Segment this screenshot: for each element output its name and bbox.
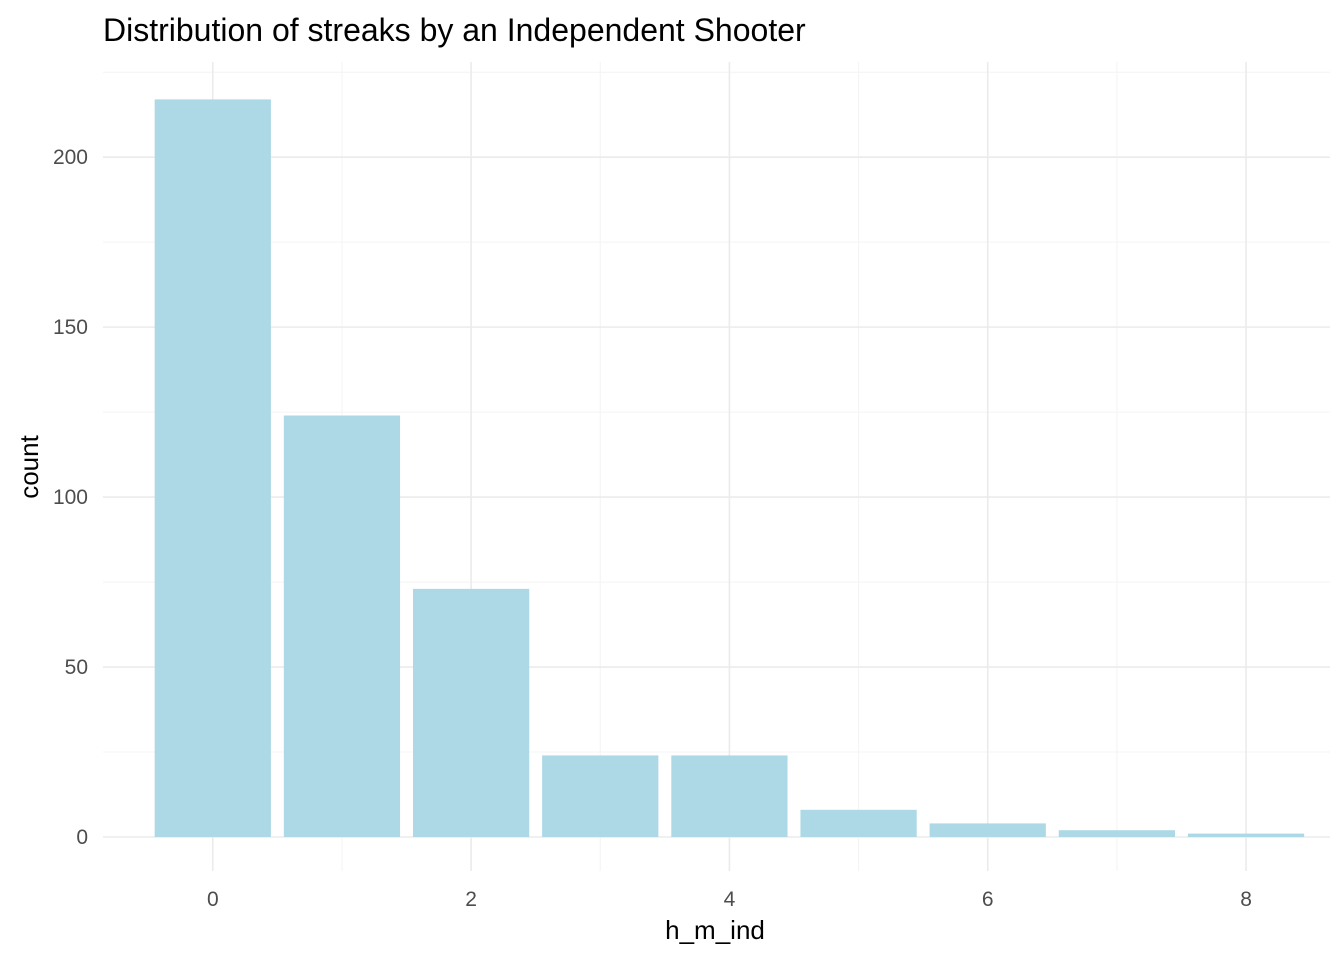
bar-2 <box>412 588 530 838</box>
x-tick-label: 8 <box>1240 888 1252 911</box>
bar-6 <box>929 823 1046 838</box>
x-tick-label: 6 <box>982 888 994 911</box>
bar-5 <box>800 809 917 838</box>
bar-8 <box>1187 833 1305 838</box>
bar-0 <box>154 99 271 838</box>
bar-1 <box>283 415 401 838</box>
y-axis-title: count <box>14 434 44 498</box>
chart-title: Distribution of streaks by an Independen… <box>103 12 806 48</box>
y-tick-label: 0 <box>76 826 88 849</box>
x-axis-ticks: 0 2 4 6 8 <box>207 888 1252 911</box>
bar-3 <box>542 755 659 838</box>
x-tick-label: 2 <box>465 888 477 911</box>
bar-4 <box>671 755 788 838</box>
x-tick-label: 4 <box>724 888 736 911</box>
y-tick-label: 150 <box>53 316 88 339</box>
x-tick-label: 0 <box>207 888 219 911</box>
bar-7 <box>1058 830 1176 838</box>
y-tick-label: 100 <box>53 486 88 509</box>
bars <box>154 99 1305 838</box>
y-tick-label: 200 <box>53 146 88 169</box>
y-tick-label: 50 <box>65 656 88 679</box>
x-axis-title: h_m_ind <box>665 915 765 945</box>
y-axis-ticks: 0 50 100 150 200 <box>53 146 88 849</box>
